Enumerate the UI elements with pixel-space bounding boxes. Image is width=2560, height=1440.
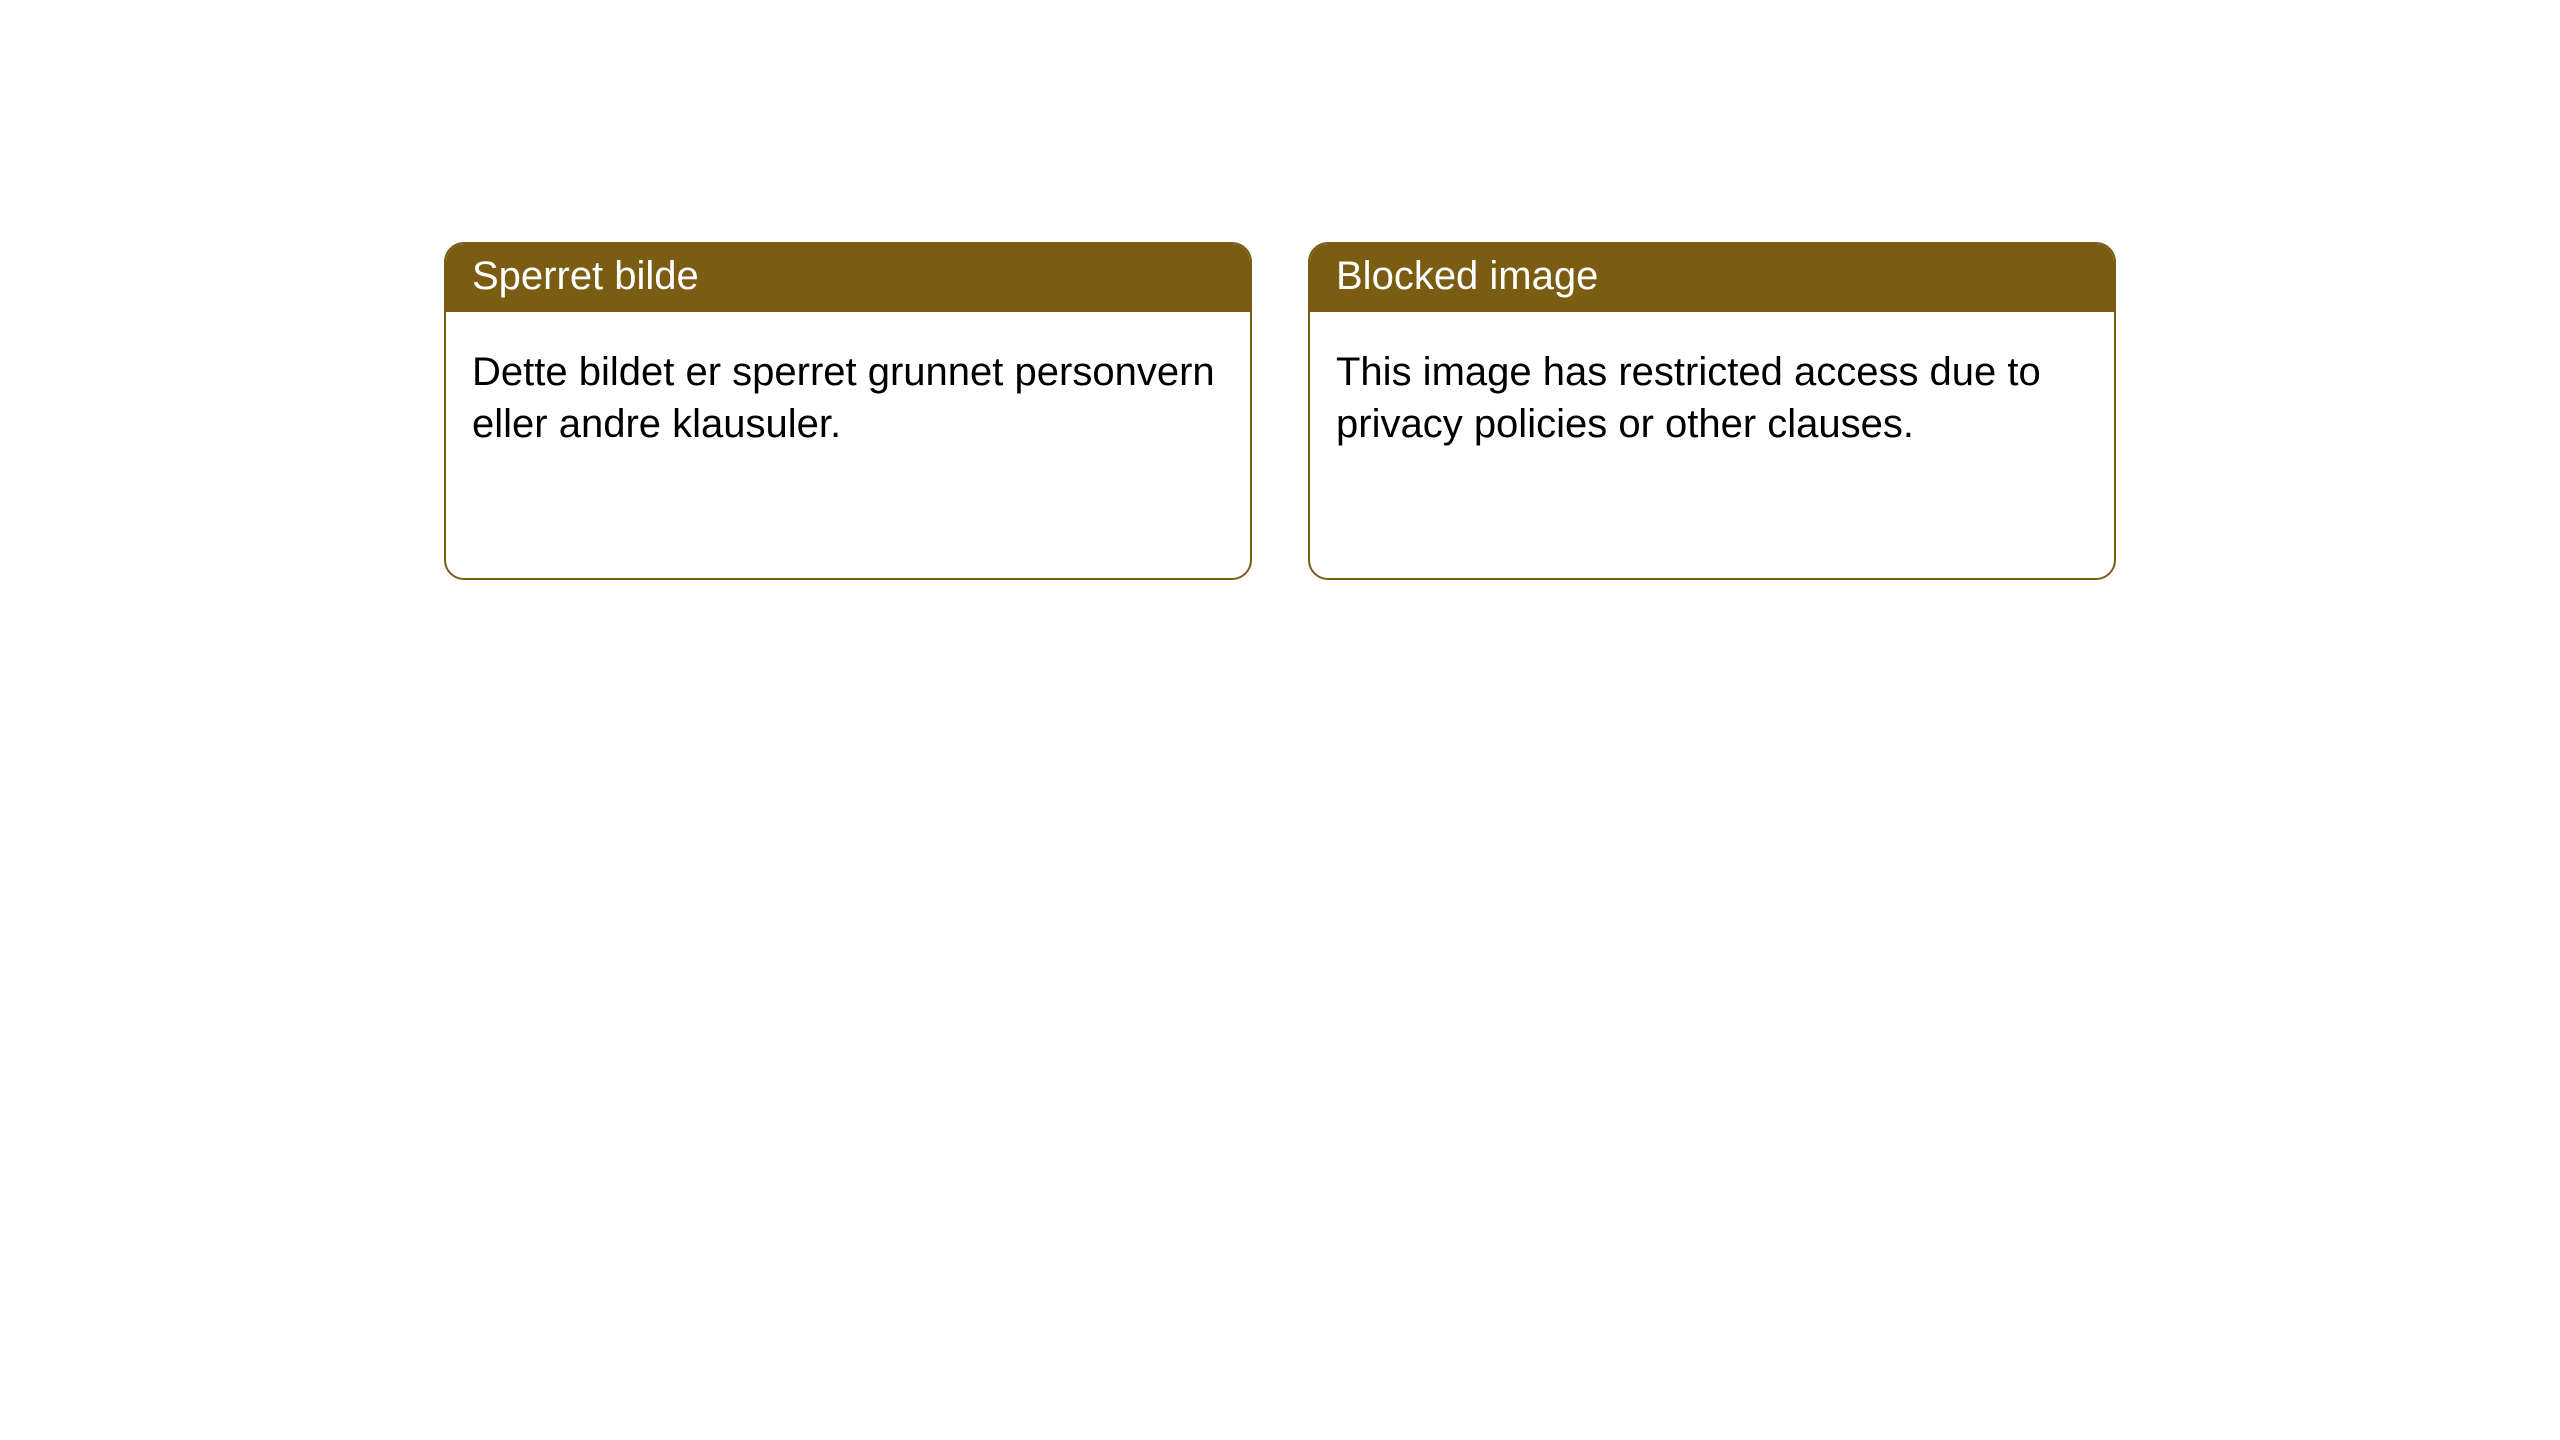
blocked-image-card-no: Sperret bilde Dette bildet er sperret gr… (444, 242, 1252, 580)
notice-cards-row: Sperret bilde Dette bildet er sperret gr… (0, 0, 2560, 580)
blocked-image-card-en: Blocked image This image has restricted … (1308, 242, 2116, 580)
card-title-en: Blocked image (1310, 244, 2114, 312)
card-body-en: This image has restricted access due to … (1310, 312, 2114, 484)
card-body-no: Dette bildet er sperret grunnet personve… (446, 312, 1250, 484)
card-title-no: Sperret bilde (446, 244, 1250, 312)
